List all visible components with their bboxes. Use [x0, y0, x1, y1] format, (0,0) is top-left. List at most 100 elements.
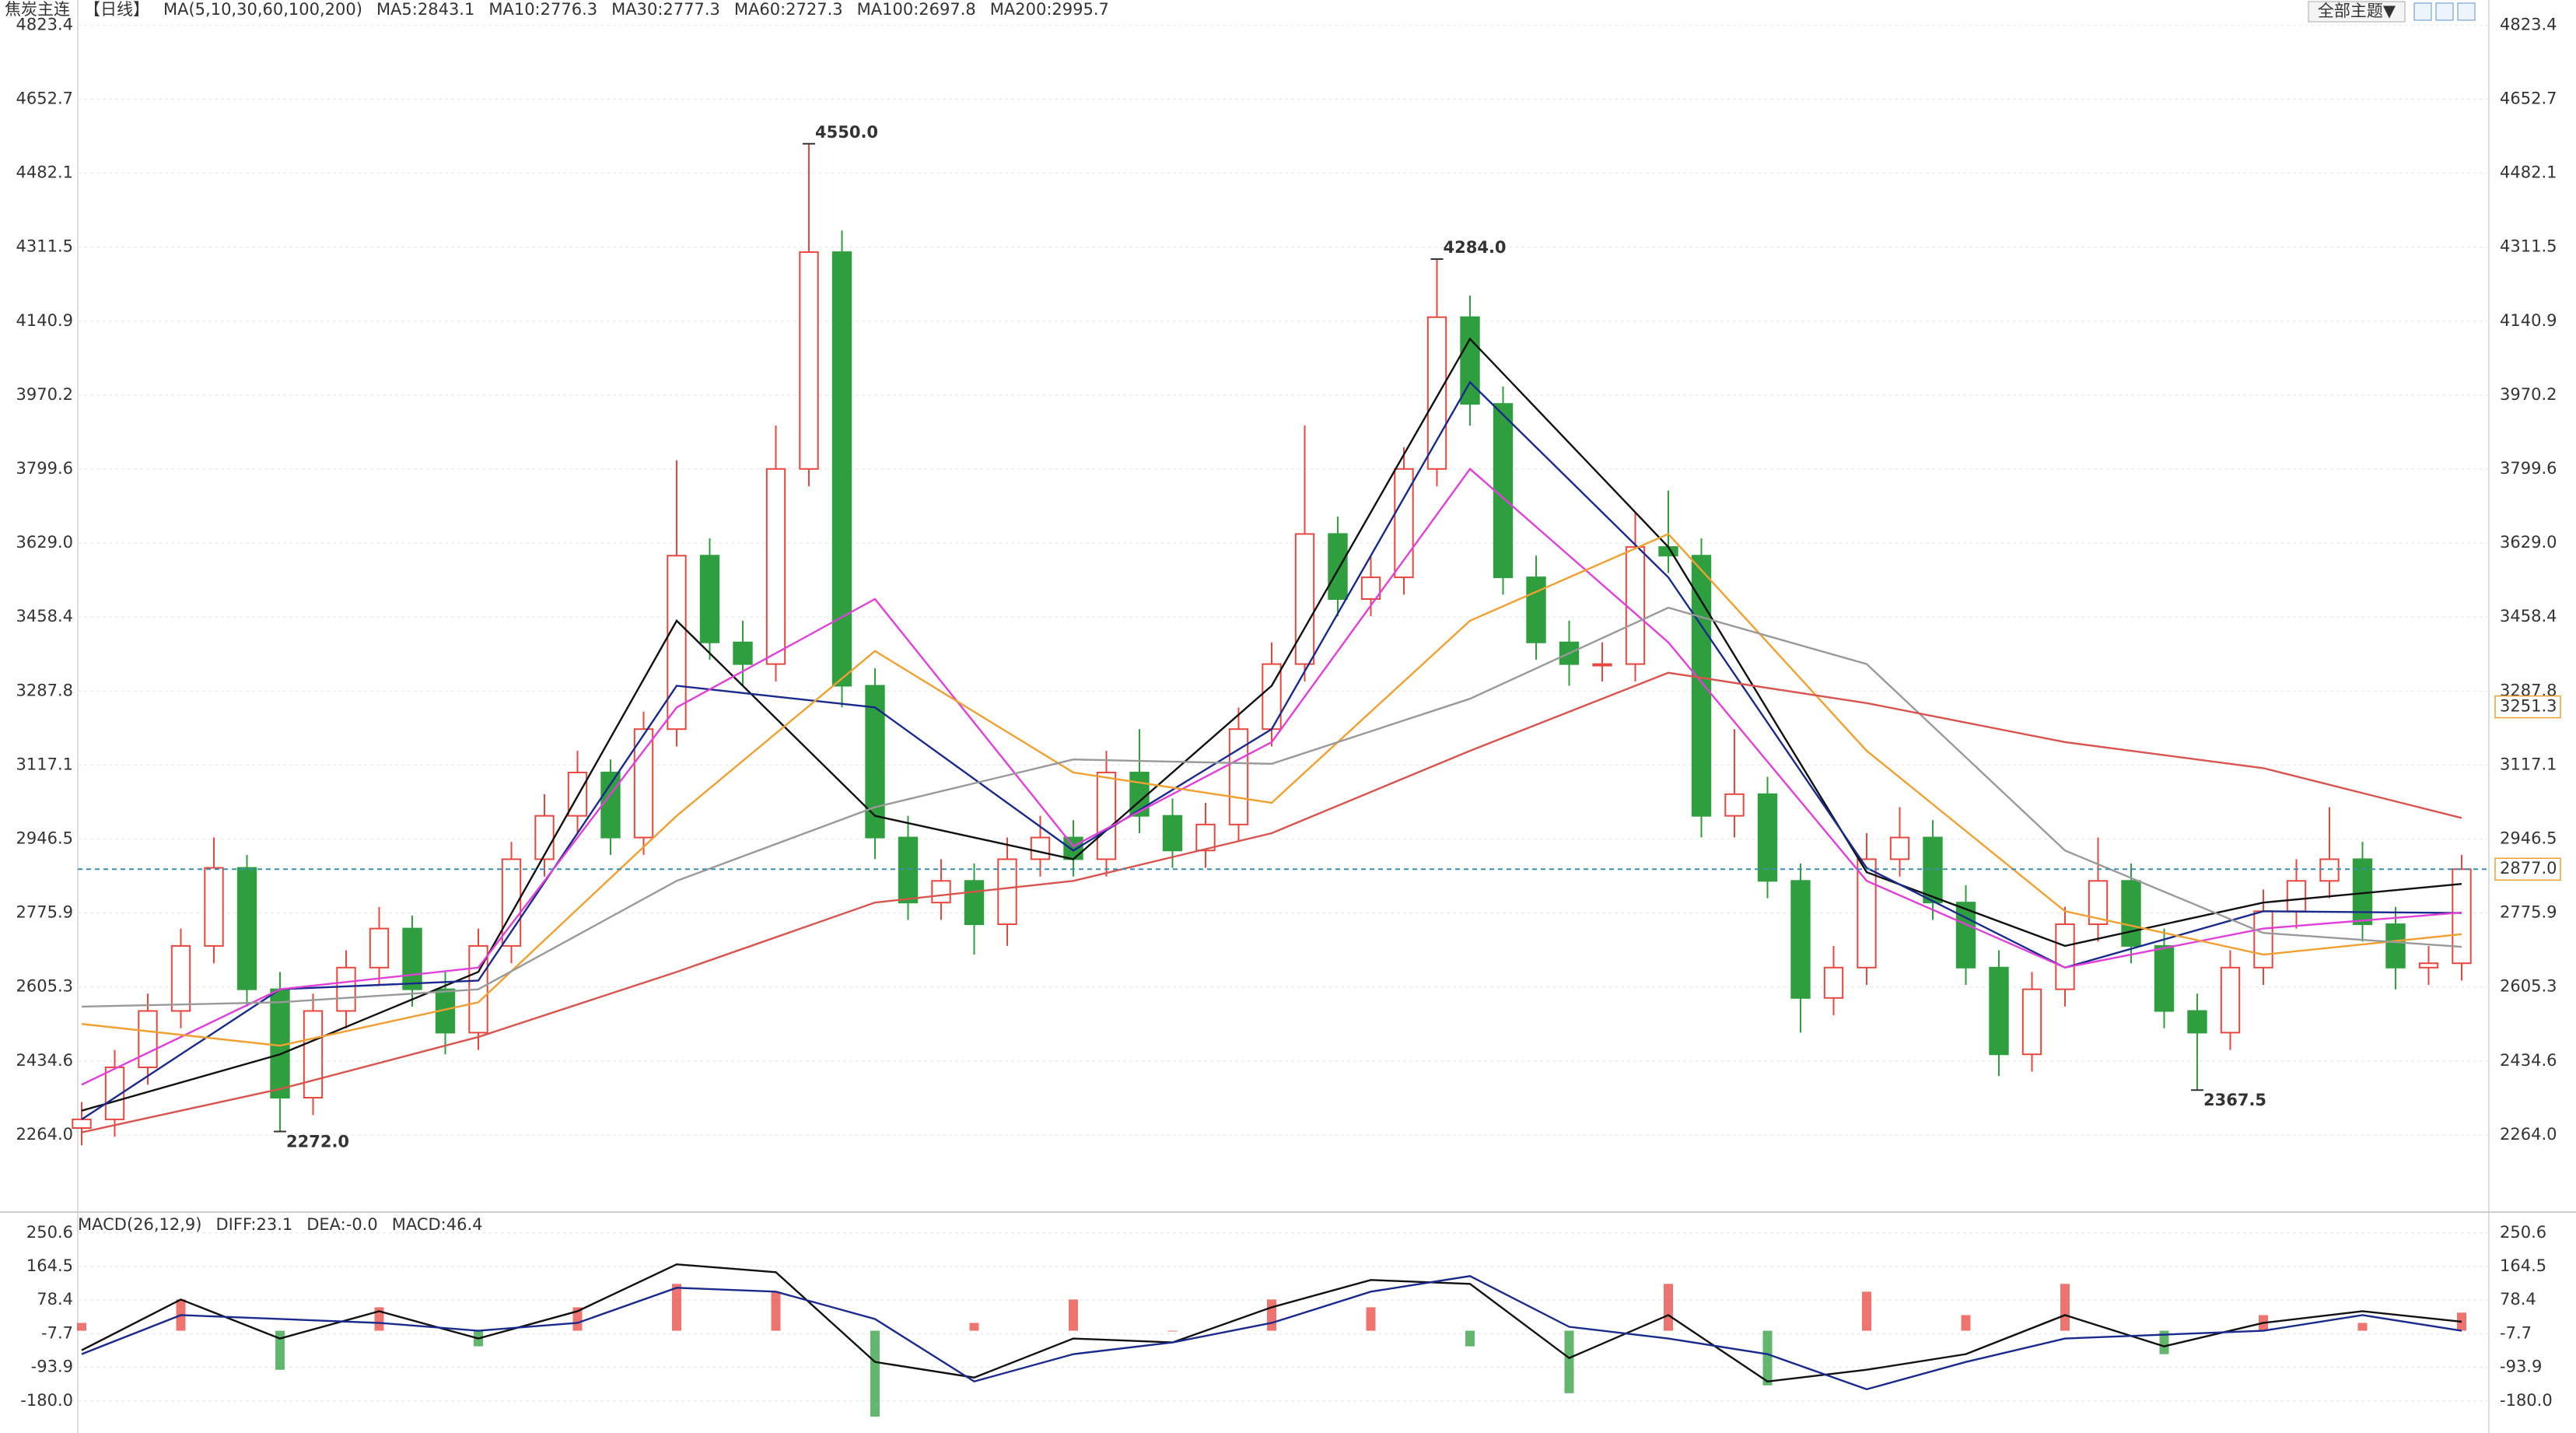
candle-body — [1989, 966, 2009, 1056]
macd-bar — [969, 1323, 979, 1331]
macd-bar — [771, 1291, 781, 1331]
candle-body — [2286, 880, 2307, 913]
candle-body — [1625, 546, 1646, 665]
y-tick-label-right: 78.4 — [2500, 1290, 2536, 1309]
legend-entry: 焦炭主连 — [5, 0, 70, 19]
y-tick-label: 78.4 — [37, 1290, 73, 1309]
candle-body — [799, 251, 819, 470]
y-tick-label: 2434.6 — [16, 1051, 73, 1070]
price-box — [2494, 695, 2561, 719]
extreme-label: 2367.5 — [2203, 1091, 2266, 1109]
candle-body — [1493, 403, 1514, 579]
icon-button[interactable] — [2413, 2, 2432, 21]
legend-entry: DIFF:23.1 — [216, 1215, 293, 1234]
candle-body — [1294, 533, 1315, 665]
y-tick-label: -180.0 — [20, 1391, 73, 1410]
candle-body — [1096, 771, 1117, 860]
candle-body — [898, 836, 919, 904]
extreme-label: 4284.0 — [1444, 238, 1507, 257]
legend-entry: MACD(26,12,9) — [78, 1215, 202, 1234]
y-tick-label: 2264.0 — [16, 1125, 73, 1144]
candle-body — [1195, 823, 1216, 852]
theme-button[interactable] — [2308, 1, 2406, 23]
legend-entry: MA100:2697.8 — [857, 0, 976, 19]
y-tick-label-right: 4652.7 — [2500, 89, 2557, 108]
candle-body — [765, 468, 786, 665]
macd-bar — [1862, 1291, 1871, 1331]
y-tick-label: 4140.9 — [16, 311, 73, 330]
ma-line — [81, 337, 2462, 1112]
y-tick-label-right: 3117.1 — [2500, 755, 2557, 773]
y-tick-label: 250.6 — [26, 1223, 73, 1242]
macd-bar — [870, 1330, 880, 1417]
candle-body — [138, 1010, 158, 1068]
y-tick-label-right: 3458.4 — [2500, 607, 2557, 625]
macd-line — [81, 1275, 2462, 1391]
y-tick-label: -7.7 — [41, 1323, 73, 1342]
y-tick-label: 2946.5 — [16, 829, 73, 848]
ma-line — [81, 532, 2462, 1047]
macd-bar — [1564, 1330, 1574, 1393]
candle-body — [402, 927, 422, 990]
candle-body — [2055, 923, 2075, 990]
macd-bar — [1069, 1299, 1078, 1331]
y-tick-label: 4311.5 — [16, 237, 73, 256]
legend-entry: DEA:-0.0 — [306, 1215, 378, 1234]
macd-bar — [1465, 1330, 1475, 1347]
y-tick-label: 4823.4 — [16, 15, 73, 33]
y-tick-label-right: 4311.5 — [2500, 237, 2557, 256]
legend-entry: MACD:46.4 — [392, 1215, 483, 1234]
candle-body — [534, 815, 555, 860]
candle-body — [1955, 902, 1976, 969]
y-tick-label-right: 3629.0 — [2500, 533, 2557, 552]
icon-button[interactable] — [2435, 2, 2454, 21]
y-tick-label: 3458.4 — [16, 607, 73, 625]
candle-body — [104, 1066, 125, 1120]
candle-body — [303, 1010, 324, 1098]
candle-body — [2088, 880, 2109, 926]
extreme-label: 2272.0 — [286, 1132, 349, 1151]
y-tick-label-right: 2434.6 — [2500, 1051, 2557, 1070]
y-tick-label: 4482.1 — [16, 163, 73, 182]
ma-line — [81, 468, 2462, 1086]
candle-body — [1030, 836, 1051, 860]
y-tick-label-right: 4140.9 — [2500, 311, 2557, 330]
macd-bar — [1961, 1315, 1971, 1331]
candle-body — [1592, 663, 1612, 667]
y-tick-label-right: 2264.0 — [2500, 1125, 2557, 1144]
candle-body — [1460, 316, 1480, 405]
macd-bar — [672, 1284, 681, 1331]
y-tick-label: 2605.3 — [16, 977, 73, 996]
y-tick-label-right: 164.5 — [2500, 1256, 2546, 1275]
candle-body — [1889, 836, 1910, 860]
theme-button-label: 全部主题▼ — [2318, 2, 2396, 20]
candle-body — [964, 880, 985, 926]
price-label: 2877.0 — [2500, 859, 2557, 878]
candle-body — [2121, 880, 2141, 947]
macd-bar — [1664, 1284, 1673, 1331]
candle-body — [997, 858, 1017, 926]
candle-body — [2452, 868, 2472, 965]
candle-body — [1394, 468, 1414, 579]
icon-button[interactable] — [2457, 2, 2476, 21]
candle-body — [1162, 815, 1183, 852]
y-tick-label: 2775.9 — [16, 903, 73, 922]
candle-body — [2385, 923, 2406, 969]
ma-line — [81, 671, 2462, 1133]
macd-bar — [374, 1307, 384, 1331]
toolbar[interactable]: 全部主题▼ — [2308, 1, 2476, 23]
candle-body — [733, 641, 753, 665]
candle-body — [600, 771, 621, 839]
y-tick-label-right: 2605.3 — [2500, 977, 2557, 996]
candle-body — [236, 867, 257, 990]
y-tick-label: 3970.2 — [16, 385, 73, 404]
macd-bar — [2060, 1284, 2070, 1331]
y-tick-label-right: -7.7 — [2500, 1323, 2532, 1342]
macd-bar — [1267, 1299, 1276, 1331]
candle-body — [2418, 962, 2439, 969]
candle-body — [1328, 533, 1348, 600]
candle-body — [2154, 944, 2175, 1012]
candle-body — [2021, 988, 2042, 1056]
y-tick-label-right: -180.0 — [2500, 1391, 2553, 1410]
